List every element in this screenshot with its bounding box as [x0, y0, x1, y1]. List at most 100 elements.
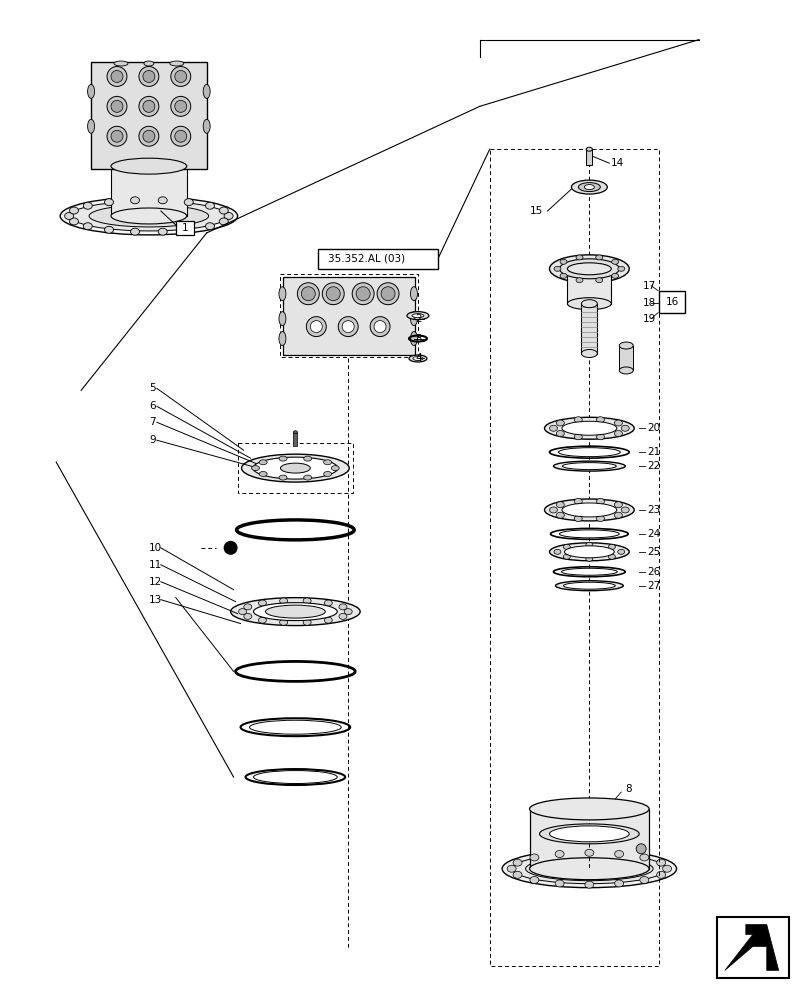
Ellipse shape — [621, 507, 629, 513]
Ellipse shape — [549, 543, 629, 561]
Ellipse shape — [576, 278, 583, 283]
Text: 3: 3 — [415, 334, 422, 344]
Ellipse shape — [303, 598, 311, 604]
Bar — [587, 149, 592, 165]
Ellipse shape — [259, 600, 267, 606]
Ellipse shape — [596, 417, 604, 423]
Circle shape — [377, 283, 399, 305]
Circle shape — [170, 66, 191, 86]
Ellipse shape — [585, 881, 594, 888]
Text: 11: 11 — [149, 560, 162, 570]
Ellipse shape — [259, 460, 267, 465]
Ellipse shape — [111, 208, 187, 224]
Circle shape — [381, 287, 395, 301]
Ellipse shape — [293, 431, 297, 434]
Circle shape — [310, 321, 322, 333]
Text: 35.352.AL (03): 35.352.AL (03) — [328, 254, 406, 264]
Ellipse shape — [557, 420, 564, 426]
Ellipse shape — [87, 119, 95, 133]
Ellipse shape — [657, 871, 666, 878]
Ellipse shape — [557, 512, 564, 518]
Ellipse shape — [410, 287, 418, 301]
Ellipse shape — [574, 434, 583, 440]
Ellipse shape — [560, 273, 567, 278]
Ellipse shape — [114, 61, 128, 66]
Circle shape — [143, 130, 155, 142]
Ellipse shape — [184, 226, 193, 233]
Ellipse shape — [576, 255, 583, 260]
Ellipse shape — [324, 600, 332, 606]
Text: 5: 5 — [149, 383, 155, 393]
Text: 21: 21 — [647, 447, 660, 457]
Ellipse shape — [170, 61, 183, 66]
Text: 1: 1 — [182, 223, 188, 233]
Ellipse shape — [65, 212, 74, 219]
Ellipse shape — [619, 367, 633, 374]
Ellipse shape — [614, 502, 622, 508]
Ellipse shape — [280, 463, 310, 473]
Ellipse shape — [203, 84, 210, 98]
Circle shape — [139, 126, 159, 146]
Ellipse shape — [339, 604, 347, 610]
Text: 17: 17 — [643, 281, 656, 291]
Ellipse shape — [640, 877, 649, 883]
Ellipse shape — [640, 854, 649, 861]
Text: 20: 20 — [647, 423, 660, 433]
Ellipse shape — [513, 871, 522, 878]
Ellipse shape — [618, 266, 625, 271]
Text: 10: 10 — [149, 543, 162, 553]
Ellipse shape — [595, 278, 603, 283]
Ellipse shape — [608, 554, 616, 559]
Ellipse shape — [560, 259, 567, 264]
Ellipse shape — [203, 119, 210, 133]
Ellipse shape — [259, 471, 267, 476]
Ellipse shape — [304, 456, 312, 461]
Circle shape — [175, 100, 187, 112]
Text: 27: 27 — [647, 581, 660, 591]
Ellipse shape — [618, 549, 625, 554]
Circle shape — [107, 66, 127, 86]
Bar — [293, 432, 297, 446]
Ellipse shape — [409, 355, 427, 362]
Ellipse shape — [530, 877, 539, 883]
Ellipse shape — [242, 454, 349, 482]
Text: 14: 14 — [612, 158, 625, 168]
Circle shape — [636, 844, 646, 854]
Ellipse shape — [582, 300, 597, 308]
Ellipse shape — [513, 859, 522, 866]
Text: 2: 2 — [415, 314, 422, 324]
Bar — [567, 269, 612, 304]
Ellipse shape — [549, 507, 558, 513]
Ellipse shape — [410, 312, 418, 326]
Text: 19: 19 — [643, 314, 656, 324]
Ellipse shape — [587, 147, 592, 151]
Ellipse shape — [339, 613, 347, 619]
Bar — [659, 291, 685, 313]
Ellipse shape — [69, 218, 78, 225]
Ellipse shape — [555, 880, 564, 887]
Circle shape — [170, 126, 191, 146]
Ellipse shape — [247, 522, 343, 538]
Circle shape — [175, 70, 187, 82]
Circle shape — [224, 541, 238, 555]
Ellipse shape — [567, 263, 612, 275]
Ellipse shape — [412, 314, 424, 318]
Text: 8: 8 — [625, 784, 632, 794]
Ellipse shape — [111, 158, 187, 174]
Text: 15: 15 — [529, 206, 543, 216]
Ellipse shape — [574, 417, 583, 423]
Bar — [619, 346, 633, 370]
Ellipse shape — [574, 498, 583, 504]
Ellipse shape — [131, 228, 140, 235]
Ellipse shape — [614, 420, 622, 426]
Ellipse shape — [60, 197, 238, 235]
Circle shape — [107, 126, 127, 146]
Ellipse shape — [70, 201, 228, 231]
Ellipse shape — [557, 431, 564, 437]
Ellipse shape — [279, 332, 286, 346]
Ellipse shape — [184, 199, 193, 206]
Ellipse shape — [219, 207, 229, 214]
Ellipse shape — [563, 544, 570, 549]
Ellipse shape — [244, 613, 252, 619]
Text: 18: 18 — [643, 298, 656, 308]
